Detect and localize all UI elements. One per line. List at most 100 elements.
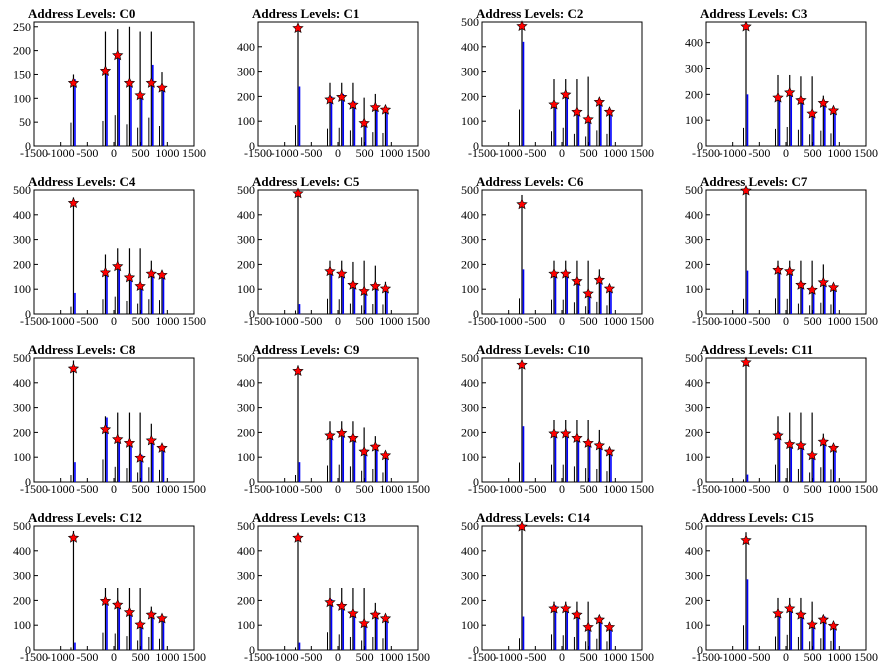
x-tick-label: 1500 [854, 314, 878, 328]
x-tick-label: -1000 [47, 146, 75, 160]
plot-frame [481, 21, 643, 147]
histogram-svg: Address Levels: C15 0 100 200 300 400 500 -1500… [685, 510, 878, 664]
peak-star-marker [358, 445, 370, 457]
histogram-panel: Address Levels: C13 0 100 200 300 400 500 -1500… [224, 504, 448, 672]
panel-title: Address Levels: C4 [28, 174, 136, 189]
peak-star-marker [112, 260, 124, 272]
x-tick-label: 1500 [630, 482, 654, 496]
peak-star-marker [134, 89, 146, 101]
peak-star-marker [156, 612, 168, 624]
x-tick-label: 1500 [630, 650, 654, 664]
x-tick-label: -1000 [719, 650, 747, 664]
peak-star-marker [582, 621, 594, 633]
peak-star-marker [582, 287, 594, 299]
peak-star-marker [112, 433, 124, 445]
x-tick-label: 500 [356, 314, 374, 328]
peak-star-marker [99, 266, 112, 278]
y-tick-label: 0 [697, 475, 703, 489]
y-tick-label: 100 [13, 618, 31, 632]
peak-star-marker [347, 607, 359, 619]
x-tick-label: 1500 [854, 650, 878, 664]
histogram-svg: Address Levels: C10 0 100 200 300 400 500 -1500… [461, 342, 654, 496]
x-tick-label: 500 [804, 314, 822, 328]
y-tick-label: 100 [13, 91, 31, 105]
peak-star-marker [156, 81, 168, 93]
peak-star-marker [817, 613, 829, 625]
x-tick-label: -500 [524, 650, 546, 664]
peak-star-marker [379, 449, 392, 461]
panel-title: Address Levels: C1 [252, 6, 359, 21]
x-tick-label: -1500 [692, 482, 720, 496]
y-tick-label: 200 [13, 425, 31, 439]
x-tick-label: 1000 [827, 482, 851, 496]
y-tick-label: 400 [685, 544, 703, 558]
x-tick-label: 0 [111, 482, 117, 496]
peak-star-marker [145, 434, 157, 446]
x-tick-label: 0 [335, 482, 341, 496]
y-tick-label: 500 [461, 183, 479, 197]
x-tick-label: 0 [559, 314, 565, 328]
y-tick-label: 500 [237, 183, 255, 197]
peak-star-marker [582, 113, 594, 125]
peak-star-marker [358, 285, 370, 297]
y-tick-label: 400 [237, 376, 255, 390]
y-tick-label: 200 [461, 257, 479, 271]
x-tick-label: -1000 [271, 146, 299, 160]
y-tick-label: 200 [237, 89, 255, 103]
x-tick-label: 1500 [406, 482, 430, 496]
peak-star-marker [123, 606, 136, 618]
peak-star-marker [603, 282, 616, 294]
peak-star-marker [156, 442, 168, 453]
y-tick-label: 400 [461, 208, 479, 222]
y-tick-label: 300 [237, 233, 255, 247]
peak-star-marker [292, 365, 304, 376]
plot-frame [481, 357, 643, 483]
peak-star-marker [593, 439, 605, 451]
panel-title: Address Levels: C9 [252, 342, 360, 357]
x-tick-label: 1500 [182, 314, 206, 328]
y-tick-label: 200 [237, 425, 255, 439]
y-tick-label: 0 [473, 643, 479, 657]
peak-star-marker [336, 600, 348, 611]
peak-star-marker [560, 267, 572, 279]
x-tick-label: 500 [804, 650, 822, 664]
plot-frame [481, 525, 643, 651]
y-tick-label: 500 [237, 351, 255, 365]
x-tick-label: 1000 [379, 482, 403, 496]
x-tick-label: 500 [132, 146, 150, 160]
peak-star-marker [134, 451, 146, 463]
plot-frame [705, 525, 867, 651]
peak-star-marker [145, 608, 157, 620]
y-tick-label: 400 [13, 376, 31, 390]
peak-star-marker [772, 607, 784, 619]
y-tick-label: 100 [461, 282, 479, 296]
x-tick-label: -500 [300, 314, 322, 328]
x-tick-label: 500 [132, 482, 150, 496]
x-tick-label: 500 [580, 482, 598, 496]
panel-title: Address Levels: C0 [28, 6, 135, 21]
peak-star-marker [571, 106, 583, 117]
x-tick-label: 500 [580, 314, 598, 328]
y-tick-label: 400 [461, 40, 479, 54]
x-tick-label: -1500 [244, 482, 272, 496]
peak-star-marker [784, 86, 796, 98]
x-tick-label: 1500 [406, 314, 430, 328]
x-tick-label: -1500 [468, 650, 496, 664]
y-tick-label: 200 [461, 593, 479, 607]
x-tick-label: -500 [748, 650, 770, 664]
peak-star-marker [67, 77, 80, 88]
y-tick-label: 200 [461, 425, 479, 439]
x-tick-label: 0 [111, 314, 117, 328]
y-tick-label: 500 [461, 351, 479, 365]
y-tick-label: 200 [237, 257, 255, 271]
y-tick-label: 100 [461, 114, 479, 128]
panel-title: Address Levels: C5 [252, 174, 360, 189]
x-tick-label: 0 [335, 650, 341, 664]
y-tick-label: 100 [13, 450, 31, 464]
peak-star-marker [548, 267, 560, 279]
histogram-panel: Address Levels: C10 0 100 200 300 400 500 -1500… [448, 336, 672, 504]
y-tick-label: 200 [685, 425, 703, 439]
x-tick-label: -1500 [20, 482, 48, 496]
peak-star-marker [324, 596, 336, 608]
peak-star-marker [784, 602, 796, 614]
